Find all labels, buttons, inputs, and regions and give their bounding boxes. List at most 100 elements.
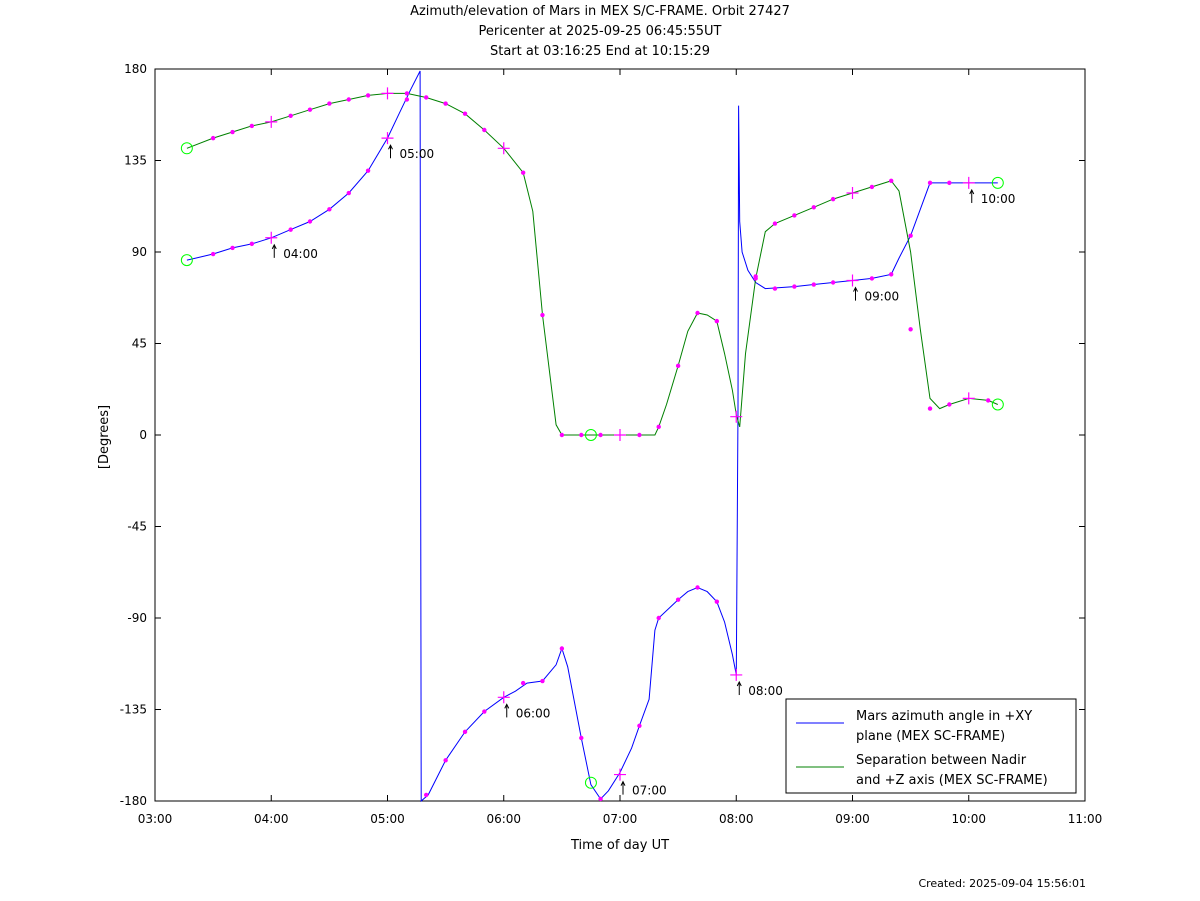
azimuth-marker — [443, 758, 448, 763]
annotation-arrowhead — [620, 780, 626, 786]
annotation-label: 07:00 — [632, 784, 667, 798]
azimuth-marker — [830, 280, 836, 285]
annotation-arrowhead — [388, 144, 393, 150]
azimuth-marker — [540, 678, 545, 684]
azimuth-marker — [327, 207, 332, 212]
separation-marker — [637, 432, 642, 438]
separation-marker — [424, 95, 429, 100]
annotation-label: 04:00 — [283, 247, 318, 261]
annotation-label: 05:00 — [400, 147, 435, 161]
separation-marker — [307, 107, 313, 112]
azimuth-hour-marker — [381, 132, 394, 145]
annotation-arrowhead — [736, 680, 742, 687]
azimuth-marker — [424, 792, 429, 798]
azimuth-marker — [811, 282, 816, 287]
separation-marker — [908, 327, 913, 332]
separation-marker — [482, 127, 487, 133]
separation-marker — [346, 97, 351, 102]
chart-title-line-1: Azimuth/elevation of Mars in MEX S/C-FRA… — [410, 4, 790, 19]
separation-marker — [889, 178, 894, 184]
azimuth-marker — [346, 190, 351, 196]
y-tick-label: -180 — [120, 794, 147, 808]
azimuth-marker — [637, 723, 642, 728]
azimuth-hour-marker — [730, 668, 743, 681]
y-tick-label: -135 — [120, 703, 147, 717]
separation-marker — [540, 312, 545, 318]
annotation-arrowhead — [969, 188, 975, 195]
azimuth-marker — [908, 233, 913, 238]
azimuth-marker — [927, 180, 933, 186]
azimuth-legend-label: plane (MEX SC-FRAME) — [856, 729, 1005, 744]
x-tick-label: 07:00 — [603, 812, 638, 826]
separation-hour-marker — [614, 429, 626, 441]
azimuth-hour-marker — [614, 768, 626, 781]
separation-marker — [443, 101, 448, 106]
x-tick-label: 08:00 — [719, 812, 754, 826]
azimuth-endpoint — [991, 176, 1004, 189]
separation-marker — [792, 213, 797, 218]
separation-marker — [869, 184, 875, 190]
separation-legend-label: and +Z axis (MEX SC-FRAME) — [856, 773, 1048, 788]
separation-marker — [656, 424, 661, 430]
separation-hour-marker — [265, 115, 278, 128]
azimuth-marker — [365, 168, 371, 173]
x-tick-label: 10:00 — [951, 812, 986, 826]
separation-line — [186, 92, 998, 436]
azimuth-marker — [462, 729, 468, 735]
azimuth-marker — [792, 284, 797, 289]
separation-hour-marker — [962, 392, 975, 405]
azimuth-marker — [210, 251, 216, 257]
y-tick-label: -90 — [127, 611, 147, 625]
azimuth-marker — [869, 276, 875, 281]
separation-legend-label: Separation between Nadir — [856, 753, 1027, 768]
separation-marker — [210, 135, 216, 141]
x-tick-label: 06:00 — [486, 812, 521, 826]
separation-hour-marker — [497, 142, 510, 155]
y-tick-label: -45 — [127, 520, 147, 534]
x-tick-label: 03:00 — [138, 812, 173, 826]
legend: Mars azimuth angle in +XY plane (MEX SC-F… — [785, 698, 1077, 794]
separation-marker — [927, 406, 933, 411]
azimuth-hour-marker — [497, 691, 510, 704]
annotation-label: 10:00 — [981, 192, 1016, 206]
azimuth-marker — [249, 241, 255, 247]
x-tick-label: 05:00 — [370, 812, 405, 826]
separation-marker — [559, 432, 565, 438]
separation-endpoint — [991, 398, 1004, 411]
azimuth-marker — [482, 709, 487, 714]
separation-marker — [288, 113, 293, 118]
annotation-label: 08:00 — [748, 684, 783, 698]
y-tick-label: 90 — [132, 245, 147, 259]
annotation-layer: 04:00 05:00 06:00 07:00 08:00 09:00 10:00 — [271, 144, 1016, 798]
azimuth-legend-label: Mars azimuth angle in +XY — [856, 709, 1032, 724]
azimuth-marker — [404, 97, 410, 102]
separation-hour-marker — [730, 410, 743, 423]
x-axis-label: Time of day UT — [570, 838, 669, 853]
azimuth-line — [186, 70, 998, 803]
chart-title-line-2: Pericenter at 2025-09-25 06:45:55UT — [478, 24, 722, 39]
annotation-arrowhead — [853, 286, 858, 292]
azimuth-marker — [675, 597, 681, 602]
separation-marker — [714, 318, 720, 324]
legend-box — [785, 698, 1077, 794]
separation-marker — [462, 111, 468, 116]
separation-marker — [985, 398, 991, 403]
separation-marker — [327, 101, 332, 106]
separation-marker — [230, 129, 235, 135]
separation-marker — [830, 196, 836, 202]
azimuth-hour-marker — [846, 274, 859, 287]
separation-marker — [249, 123, 255, 129]
separation-marker — [695, 310, 700, 316]
azimuth-marker — [714, 599, 720, 604]
annotation-arrowhead — [271, 243, 277, 250]
y-tick-label: 45 — [132, 337, 147, 351]
separation-marker — [947, 402, 952, 407]
azimuth-endpoint — [584, 776, 597, 789]
separation-hour-marker — [381, 87, 394, 100]
marker-layer — [180, 87, 1004, 802]
y-tick-label: 180 — [124, 62, 147, 76]
azimuth-marker — [656, 615, 661, 621]
annotation-arrowhead — [504, 703, 510, 709]
azimuth-marker — [520, 680, 526, 686]
x-tick-label: 04:00 — [254, 812, 289, 826]
